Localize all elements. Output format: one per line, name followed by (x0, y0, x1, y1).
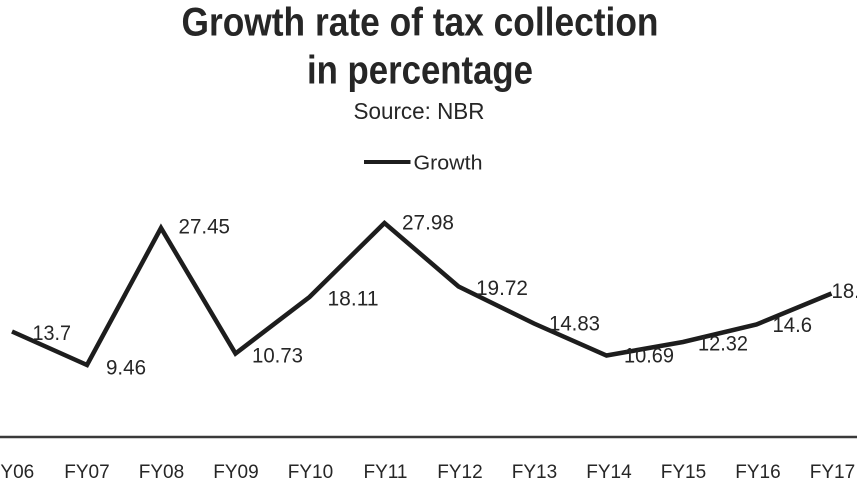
svg-text:14.83: 14.83 (549, 313, 600, 336)
svg-text:FY14: FY14 (586, 462, 632, 482)
svg-text:12.32: 12.32 (698, 333, 748, 356)
svg-text:FY08: FY08 (139, 462, 184, 482)
svg-text:9.46: 9.46 (106, 357, 146, 380)
svg-text:18.59: 18.59 (832, 280, 857, 303)
svg-text:Source: NBR: Source: NBR (354, 98, 485, 124)
svg-text:27.45: 27.45 (179, 216, 231, 239)
svg-text:10.69: 10.69 (624, 345, 674, 368)
svg-text:FY15: FY15 (661, 462, 706, 482)
svg-text:19.72: 19.72 (476, 277, 528, 300)
svg-text:10.73: 10.73 (252, 345, 303, 368)
svg-text:FY09: FY09 (213, 462, 258, 482)
svg-text:FY11: FY11 (363, 462, 407, 482)
svg-text:27.98: 27.98 (402, 212, 454, 235)
svg-text:FY10: FY10 (288, 462, 333, 482)
svg-text:FY07: FY07 (64, 462, 109, 482)
svg-text:18.11: 18.11 (328, 288, 379, 311)
svg-text:FY12: FY12 (437, 462, 482, 482)
svg-text:14.6: 14.6 (773, 314, 813, 337)
svg-text:13.7: 13.7 (33, 322, 72, 345)
svg-text:FY13: FY13 (512, 462, 557, 482)
svg-text:Growth rate of tax collection: Growth rate of tax collection (182, 1, 659, 45)
svg-text:FY06: FY06 (0, 462, 34, 482)
svg-text:FY16: FY16 (735, 462, 780, 482)
svg-text:Growth: Growth (414, 152, 483, 175)
svg-text:FY17: FY17 (810, 462, 855, 482)
svg-text:in percentage: in percentage (307, 48, 533, 92)
